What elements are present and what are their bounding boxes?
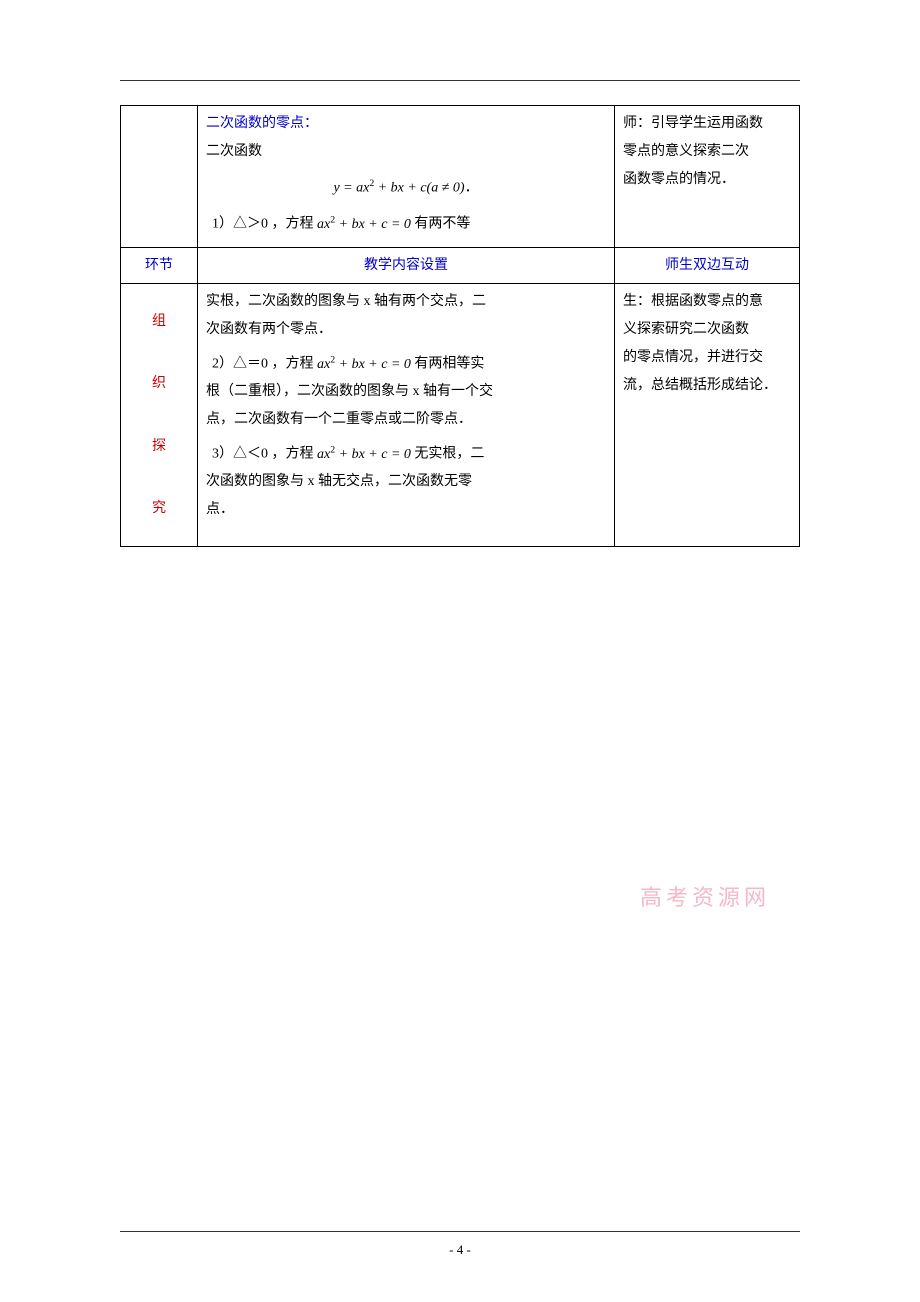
text-line: 点，二次函数有一个二重零点或二阶零点．: [206, 408, 606, 432]
text-line: 流，总结概括形成结论．: [623, 374, 791, 398]
text-line: 点．: [206, 498, 606, 522]
formula-part: ax: [317, 357, 330, 372]
side-char: 组: [129, 292, 189, 352]
watermark-text: 高考资源网: [640, 880, 770, 912]
text-line: 零点的意义探索二次: [623, 140, 791, 164]
page-number: - 4 -: [0, 1242, 920, 1258]
formula-quadratic: y = ax2 + bx + c(a ≠ 0)．: [206, 176, 606, 200]
text-line: 义探索研究二次函数: [623, 318, 791, 342]
text-prefix: 3）△＜0 ，方程: [212, 447, 317, 462]
formula-part: + bx + c = 0: [335, 447, 411, 462]
side-cell-empty: [121, 106, 198, 248]
formula-period: ．: [465, 180, 479, 195]
formula-part: ax: [317, 447, 330, 462]
formula-part: + bx + c(a ≠ 0): [374, 180, 464, 195]
side-cell-chars: 组 织 探 究: [121, 284, 198, 547]
text-suffix: 有两不等: [411, 217, 471, 232]
case-1-line: 1）△＞0 ，方程 ax2 + bx + c = 0 有两不等: [206, 212, 606, 236]
table-row: 二次函数的零点： 二次函数 y = ax2 + bx + c(a ≠ 0)． 1…: [121, 106, 800, 248]
table-header-row: 环节 教学内容设置 师生双边互动: [121, 247, 800, 284]
case-3-line: 3）△＜0 ，方程 ax2 + bx + c = 0 无实根，二: [206, 442, 606, 466]
text-prefix: 2）△＝0 ，方程: [212, 357, 317, 372]
bottom-rule: [120, 1231, 800, 1232]
text-line: 根（二重根），二次函数的图象与 x 轴有一个交: [206, 380, 606, 404]
text-line: 的零点情况，并进行交: [623, 346, 791, 370]
content-cell: 实根，二次函数的图象与 x 轴有两个交点，二 次函数有两个零点． 2）△＝0 ，…: [198, 284, 615, 547]
header-col3: 师生双边互动: [615, 247, 800, 284]
text-line: 函数零点的情况．: [623, 168, 791, 192]
text-suffix: 无实根，二: [411, 447, 485, 462]
text-line: 实根，二次函数的图象与 x 轴有两个交点，二: [206, 290, 606, 314]
document-page: 二次函数的零点： 二次函数 y = ax2 + bx + c(a ≠ 0)． 1…: [0, 0, 920, 1302]
side-char: 探: [129, 417, 189, 477]
content-cell: 二次函数的零点： 二次函数 y = ax2 + bx + c(a ≠ 0)． 1…: [198, 106, 615, 248]
text-line: 师：引导学生运用函数: [623, 112, 791, 136]
text-line: 次函数的图象与 x 轴无交点，二次函数无零: [206, 470, 606, 494]
side-char: 究: [129, 479, 189, 539]
header-col1: 环节: [121, 247, 198, 284]
header-col2: 教学内容设置: [198, 247, 615, 284]
formula-part: ax: [317, 217, 330, 232]
lesson-table: 二次函数的零点： 二次函数 y = ax2 + bx + c(a ≠ 0)． 1…: [120, 105, 800, 547]
formula-part: + bx + c = 0: [335, 217, 411, 232]
formula-inline: ax2 + bx + c = 0: [317, 357, 411, 372]
side-char: 织: [129, 354, 189, 414]
text-line: 次函数有两个零点．: [206, 318, 606, 342]
formula-part: + bx + c = 0: [335, 357, 411, 372]
text-line: 生：根据函数零点的意: [623, 290, 791, 314]
interaction-cell: 生：根据函数零点的意 义探索研究二次函数 的零点情况，并进行交 流，总结概括形成…: [615, 284, 800, 547]
text-line: 二次函数: [206, 140, 606, 164]
top-rule: [120, 80, 800, 81]
case-2-line: 2）△＝0 ，方程 ax2 + bx + c = 0 有两相等实: [206, 352, 606, 376]
vertical-label: 组 织 探 究: [129, 290, 189, 540]
table-row: 组 织 探 究 实根，二次函数的图象与 x 轴有两个交点，二 次函数有两个零点．…: [121, 284, 800, 547]
interaction-cell: 师：引导学生运用函数 零点的意义探索二次 函数零点的情况．: [615, 106, 800, 248]
formula-part: y = ax: [333, 180, 369, 195]
formula-inline: ax2 + bx + c = 0: [317, 447, 411, 462]
text-suffix: 有两相等实: [411, 357, 485, 372]
formula-inline: ax2 + bx + c = 0: [317, 217, 411, 232]
text-prefix: 1）△＞0 ，方程: [212, 217, 317, 232]
heading-zero-points: 二次函数的零点：: [206, 112, 606, 136]
